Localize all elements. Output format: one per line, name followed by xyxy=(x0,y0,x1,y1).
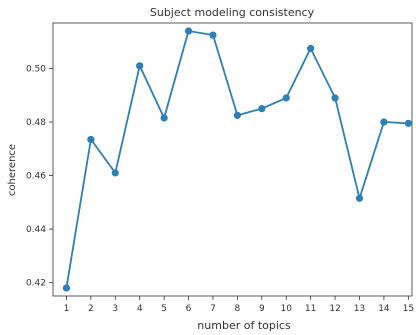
y-tick-label: 0.46 xyxy=(26,172,46,182)
y-tick-label: 0.42 xyxy=(26,279,46,289)
data-point xyxy=(380,118,388,126)
y-axis-label: coherence xyxy=(7,144,18,196)
data-point xyxy=(258,105,266,113)
chart-title: Subject modeling consistency xyxy=(150,6,315,19)
x-tick-label: 2 xyxy=(88,304,94,314)
x-tick-label: 5 xyxy=(161,304,167,314)
y-tick-label: 0.50 xyxy=(26,65,46,75)
x-tick-label: 4 xyxy=(137,304,143,314)
data-point xyxy=(331,94,339,102)
data-point xyxy=(111,169,119,177)
y-tick-label: 0.48 xyxy=(26,118,46,128)
plot-frame xyxy=(52,22,413,297)
x-tick-label: 1 xyxy=(64,304,70,314)
data-point xyxy=(87,135,95,144)
data-point xyxy=(233,111,241,119)
x-tick-label: 10 xyxy=(281,304,293,314)
x-tick-label: 14 xyxy=(378,304,390,314)
x-tick-label: 9 xyxy=(259,304,265,314)
data-point xyxy=(307,44,315,53)
y-axis: 0.42 0.44 0.46 0.48 0.50 xyxy=(26,65,53,289)
x-tick-label: 15 xyxy=(403,304,414,314)
data-points xyxy=(62,27,412,292)
series-line xyxy=(65,29,409,289)
data-point xyxy=(184,27,193,35)
data-point xyxy=(209,31,217,39)
x-axis: 1 2 3 4 5 6 7 8 9 10 11 12 13 14 15 xyxy=(64,296,414,314)
data-point xyxy=(282,94,290,102)
x-axis-label: number of topics xyxy=(197,319,291,332)
x-tick-label: 13 xyxy=(354,304,365,314)
x-tick-label: 3 xyxy=(112,304,118,314)
y-tick-label: 0.44 xyxy=(26,225,46,235)
data-point xyxy=(136,62,144,70)
x-tick-label: 6 xyxy=(186,304,192,314)
data-point xyxy=(160,114,168,122)
x-tick-label: 8 xyxy=(235,304,241,314)
data-point xyxy=(404,119,412,127)
data-point xyxy=(62,284,71,292)
data-point xyxy=(355,194,364,202)
x-tick-label: 12 xyxy=(329,304,340,314)
x-tick-label: 7 xyxy=(210,304,216,314)
x-tick-label: 11 xyxy=(305,304,316,314)
